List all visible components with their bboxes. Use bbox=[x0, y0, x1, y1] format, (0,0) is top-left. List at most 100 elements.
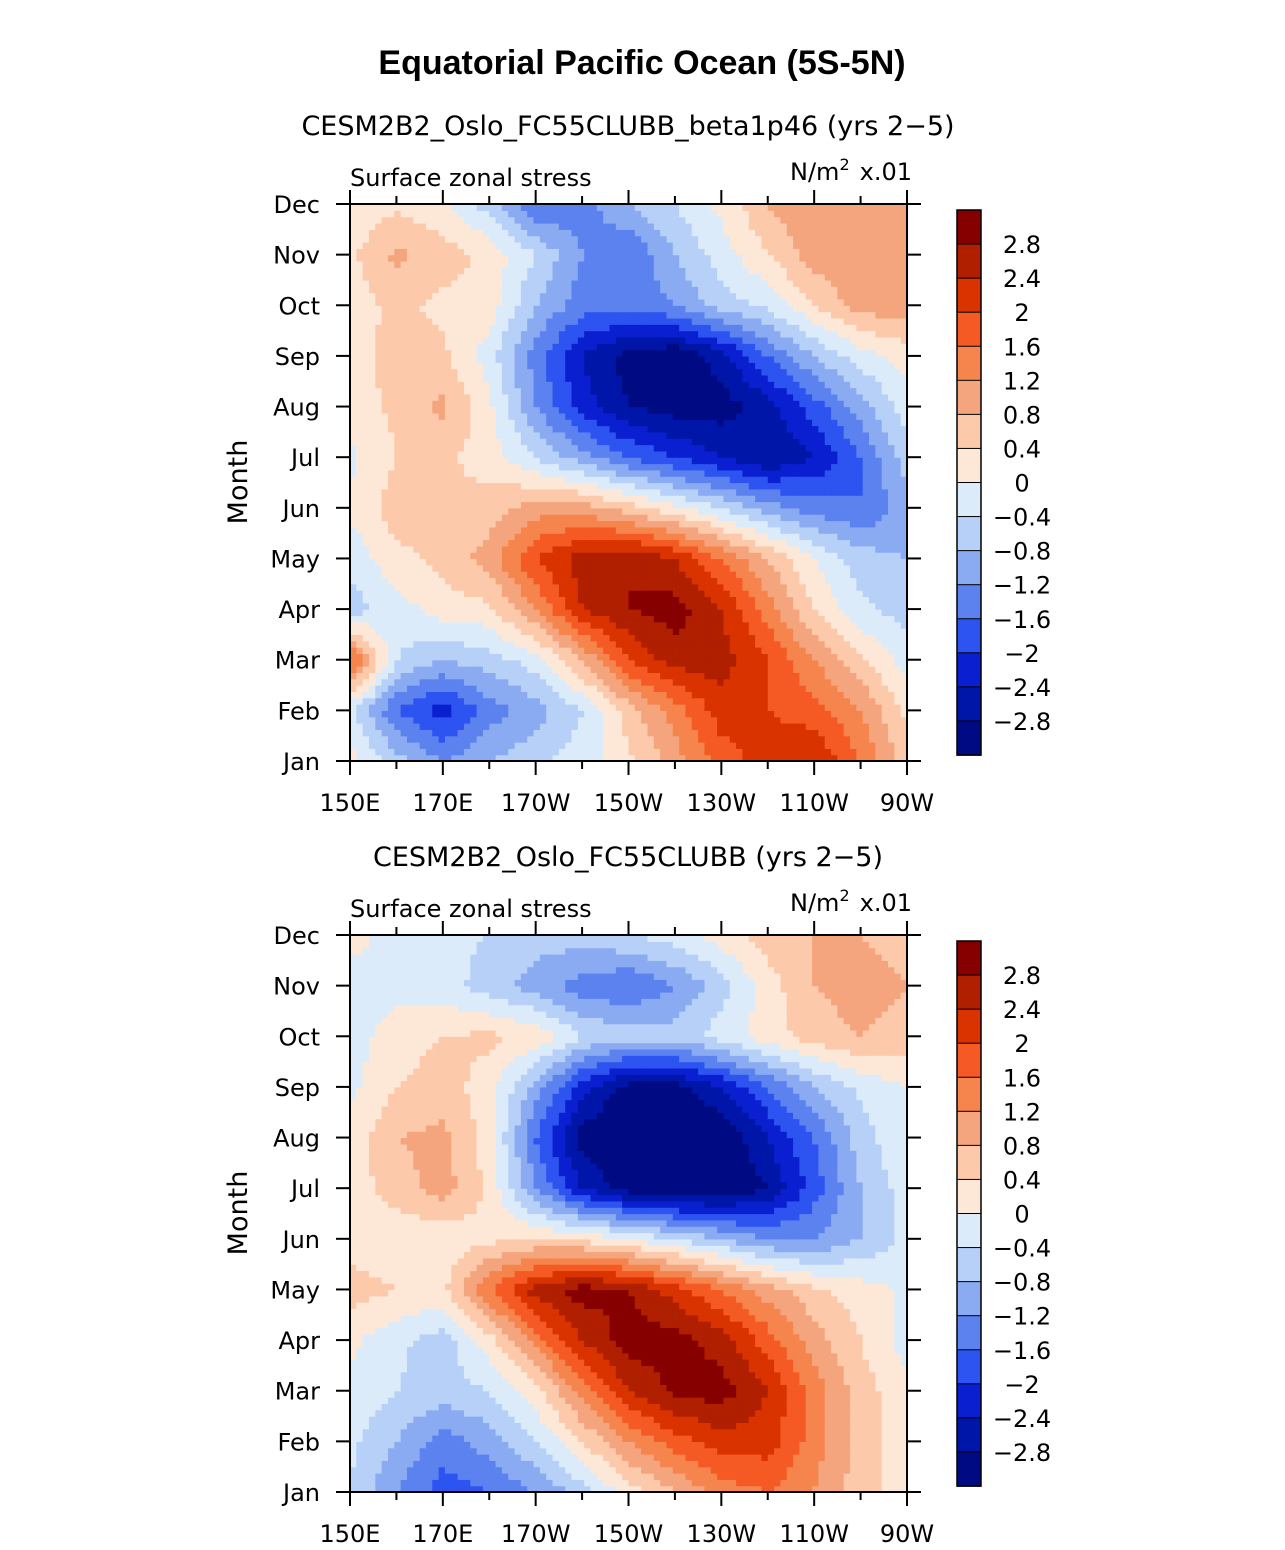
heatmap-cell bbox=[596, 431, 604, 439]
heatmap-cell bbox=[400, 634, 408, 642]
heatmap-cell bbox=[565, 710, 573, 718]
heatmap-cell bbox=[710, 450, 718, 458]
heatmap-cell bbox=[603, 754, 611, 761]
heatmap-cell bbox=[824, 488, 832, 496]
heatmap-cell bbox=[647, 520, 655, 528]
heatmap-cell bbox=[666, 666, 674, 673]
heatmap-cell bbox=[710, 647, 718, 654]
heatmap-cell bbox=[793, 596, 800, 604]
heatmap-cell bbox=[571, 704, 579, 711]
heatmap-cell bbox=[546, 602, 554, 610]
heatmap-cell bbox=[641, 754, 649, 761]
heatmap-cell bbox=[653, 691, 661, 699]
heatmap-cell bbox=[432, 476, 440, 484]
heatmap-cell bbox=[685, 476, 693, 484]
heatmap-cell bbox=[419, 558, 427, 566]
heatmap-cell bbox=[413, 634, 421, 642]
heatmap-cell bbox=[438, 691, 446, 699]
heatmap-cell bbox=[495, 444, 503, 452]
heatmap-cell bbox=[615, 621, 623, 629]
heatmap-cell bbox=[698, 450, 706, 458]
heatmap-cell bbox=[862, 710, 870, 718]
heatmap-cell bbox=[552, 735, 560, 743]
heatmap-cell bbox=[774, 659, 782, 667]
heatmap-cell bbox=[710, 431, 718, 439]
heatmap-cell bbox=[482, 735, 490, 743]
heatmap-cell bbox=[539, 533, 547, 541]
heatmap-cell bbox=[463, 653, 471, 661]
heatmap-cell bbox=[438, 609, 446, 617]
heatmap-cell bbox=[444, 754, 452, 761]
heatmap-cell bbox=[432, 558, 440, 566]
heatmap-cell bbox=[577, 545, 585, 553]
heatmap-cell bbox=[527, 412, 535, 420]
heatmap-cell bbox=[888, 438, 895, 446]
heatmap-cell bbox=[419, 552, 427, 560]
heatmap-cell bbox=[527, 476, 535, 484]
heatmap-cell bbox=[698, 634, 706, 642]
heatmap-cell bbox=[362, 552, 370, 560]
heatmap-cell bbox=[432, 533, 440, 541]
heatmap-cell bbox=[831, 723, 838, 730]
heatmap-cell bbox=[717, 697, 725, 705]
heatmap-cell bbox=[862, 678, 870, 686]
heatmap-cell bbox=[824, 450, 832, 458]
heatmap-cell bbox=[356, 431, 364, 439]
heatmap-cell bbox=[729, 596, 737, 604]
heatmap-cell bbox=[729, 628, 737, 636]
heatmap-cell bbox=[691, 444, 699, 452]
heatmap-cell bbox=[482, 704, 490, 711]
heatmap-cell bbox=[413, 463, 421, 471]
heatmap-cell bbox=[774, 577, 782, 585]
heatmap-cell bbox=[394, 615, 402, 623]
heatmap-cell bbox=[888, 488, 895, 496]
heatmap-cell bbox=[698, 571, 706, 579]
heatmap-cell bbox=[761, 552, 769, 560]
heatmap-cell bbox=[406, 754, 414, 761]
heatmap-cell bbox=[584, 482, 592, 490]
heatmap-cell bbox=[375, 552, 383, 560]
heatmap-cell bbox=[869, 691, 876, 699]
heatmap-cell bbox=[786, 723, 794, 730]
heatmap-cell bbox=[470, 488, 478, 496]
heatmap-cell bbox=[767, 583, 775, 591]
heatmap-cell bbox=[514, 564, 522, 572]
heatmap-cell bbox=[900, 691, 907, 699]
heatmap-cell bbox=[634, 716, 642, 724]
heatmap-cell bbox=[615, 609, 623, 617]
heatmap-cell bbox=[843, 545, 851, 553]
heatmap-cell bbox=[489, 583, 497, 591]
heatmap-cell bbox=[539, 647, 547, 654]
heatmap-cell bbox=[729, 469, 737, 477]
heatmap-cell bbox=[527, 754, 535, 761]
heatmap-cell bbox=[413, 564, 421, 572]
heatmap-cell bbox=[356, 602, 364, 610]
heatmap-cell bbox=[653, 590, 661, 598]
heatmap-cell bbox=[400, 463, 408, 471]
heatmap-cell bbox=[894, 488, 902, 496]
heatmap-cell bbox=[375, 583, 383, 591]
heatmap-cell bbox=[552, 628, 560, 636]
heatmap-cell bbox=[368, 583, 376, 591]
heatmap-cell bbox=[609, 564, 617, 572]
heatmap-cell bbox=[463, 634, 471, 642]
heatmap-cell bbox=[350, 754, 357, 761]
heatmap-cell bbox=[717, 514, 725, 522]
heatmap-cell bbox=[767, 545, 775, 553]
heatmap-cell bbox=[704, 552, 712, 560]
heatmap-cell bbox=[843, 514, 851, 522]
heatmap-cell bbox=[425, 640, 433, 648]
heatmap-cell bbox=[533, 577, 541, 585]
heatmap-cell bbox=[805, 659, 813, 667]
heatmap-cell bbox=[729, 507, 737, 515]
heatmap-cell bbox=[755, 469, 763, 477]
heatmap-cell bbox=[571, 495, 579, 503]
heatmap-cell bbox=[679, 716, 687, 724]
heatmap-cell bbox=[406, 539, 414, 547]
heatmap-cell bbox=[647, 640, 655, 648]
heatmap-cell bbox=[704, 640, 712, 648]
heatmap-cell bbox=[862, 647, 870, 654]
heatmap-cell bbox=[539, 507, 547, 515]
heatmap-cell bbox=[539, 685, 547, 692]
heatmap-cell bbox=[584, 628, 592, 636]
